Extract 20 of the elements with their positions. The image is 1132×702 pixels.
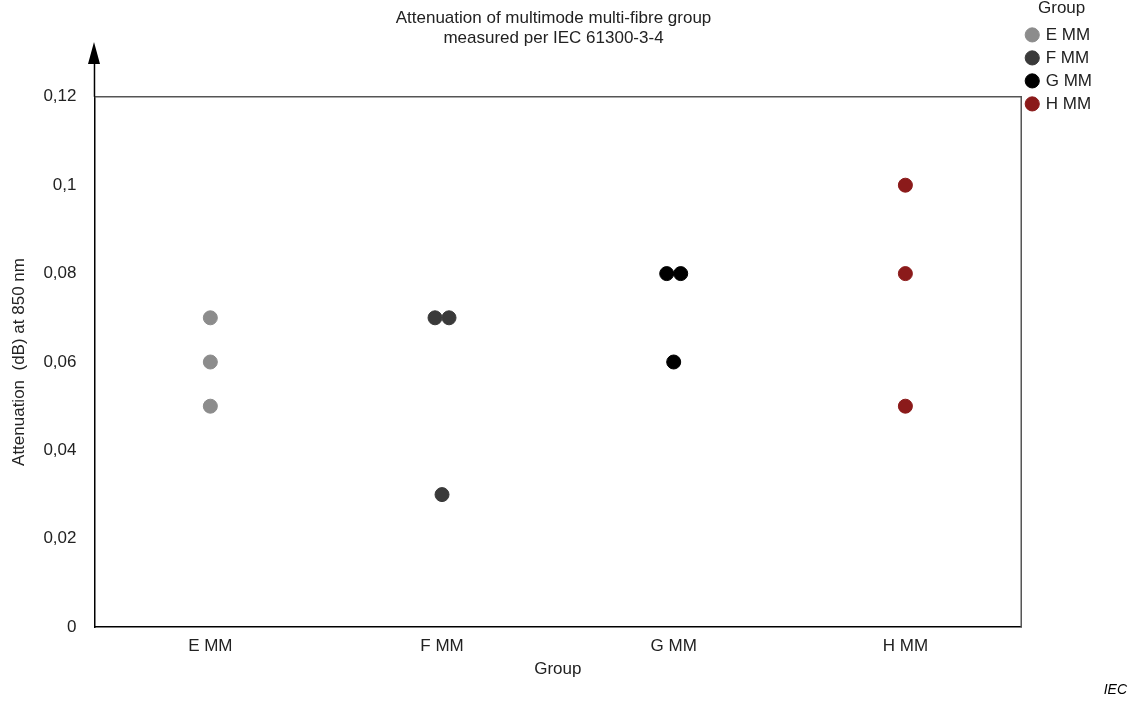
y-tick-label: 0,12 [43,86,77,106]
x-tick-label: H MM [882,636,929,656]
y-tick-label: 0,08 [43,263,77,283]
y-tick-label: 0,02 [43,528,77,548]
legend-label: G MM [1045,70,1093,90]
x-axis-title: Group [534,659,582,679]
text: IEC [1103,681,1128,697]
legend-title: Group [1037,0,1086,18]
legend-label: F MM [1045,47,1090,67]
y-axis-title: Attenuation (dB) at 850 nm [8,258,28,466]
y-tick-label: 0 [67,616,77,636]
legend-label: E MM [1045,24,1091,44]
x-tick-label: G MM [650,636,697,656]
x-tick-label: E MM [188,636,233,656]
x-tick-label: F MM [420,636,464,656]
y-tick-label: 0,04 [43,440,77,460]
y-tick-label: 0,1 [52,174,77,194]
chart-title: Attenuation of multimode multi-fibre group measured per IEC 61300-3-4 [395,7,712,48]
legend-label: H MM [1045,93,1092,113]
y-tick-label: 0,06 [43,351,77,371]
